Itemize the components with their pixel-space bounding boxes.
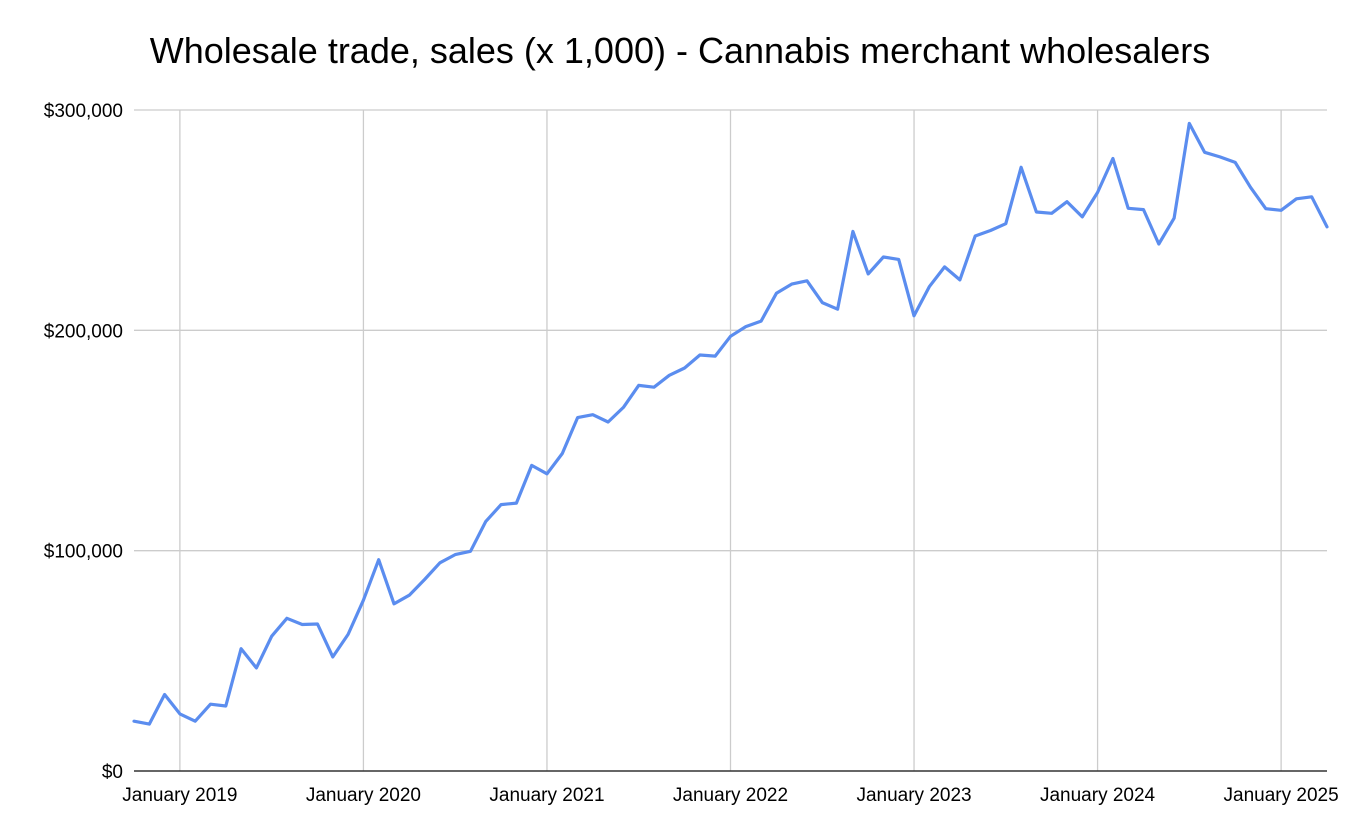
data-point [331, 655, 334, 658]
data-point [316, 622, 319, 625]
data-point [897, 258, 900, 261]
data-point [790, 283, 793, 286]
data-point [1325, 225, 1328, 228]
x-tick-label: January 2023 [856, 785, 971, 806]
x-tick-label: January 2025 [1224, 785, 1339, 806]
data-point [744, 325, 747, 328]
series-layer [132, 121, 1329, 726]
data-point [882, 255, 885, 258]
data-point [943, 265, 946, 268]
data-point [1065, 200, 1068, 203]
data-point [285, 617, 288, 620]
data-point [867, 272, 870, 275]
chart-title: Wholesale trade, sales (x 1,000) - Canna… [150, 30, 1211, 71]
y-tick-label: $200,000 [44, 321, 123, 342]
data-point [347, 633, 350, 636]
series-line [132, 121, 1329, 726]
data-point [515, 502, 518, 505]
x-tick-label: January 2024 [1040, 785, 1156, 806]
data-point [1111, 157, 1114, 160]
data-point [270, 635, 273, 638]
x-tick-label: January 2020 [306, 785, 421, 806]
y-tick-label: $100,000 [44, 542, 123, 563]
data-point [958, 278, 961, 281]
data-point [729, 335, 732, 338]
data-point [530, 464, 533, 467]
data-point [408, 594, 411, 597]
data-point [1203, 151, 1206, 154]
data-point [438, 561, 441, 564]
data-point [989, 229, 992, 232]
data-point [132, 720, 135, 723]
data-point [1035, 210, 1038, 213]
data-point [148, 723, 151, 726]
data-point [1020, 166, 1023, 169]
data-point [1249, 186, 1252, 189]
data-point [1310, 195, 1313, 198]
tick-labels: $0 $100,000 $200,000 $300,000 January 2019 Ja… [44, 101, 1339, 806]
data-point [1096, 191, 1099, 194]
y-tick-label: $300,000 [44, 101, 123, 122]
data-point [698, 353, 701, 356]
data-point [576, 416, 579, 419]
x-tick-label: January 2021 [489, 785, 604, 806]
data-point [224, 704, 227, 707]
data-point [1142, 208, 1145, 211]
data-point [607, 420, 610, 423]
data-point [1127, 207, 1130, 210]
data-point [668, 374, 671, 377]
data-point [1004, 222, 1007, 225]
data-point [652, 386, 655, 389]
data-point [469, 550, 472, 553]
data-point [163, 693, 166, 696]
data-point [362, 599, 365, 602]
x-tick-label: January 2019 [122, 785, 237, 806]
data-point [1050, 212, 1053, 215]
data-point [500, 503, 503, 506]
data-point [805, 279, 808, 282]
data-point [622, 406, 625, 409]
data-point [301, 623, 304, 626]
data-point [851, 230, 854, 233]
data-point [760, 320, 763, 323]
data-point [836, 308, 839, 311]
data-point [821, 301, 824, 304]
data-point [974, 234, 977, 237]
data-point [1234, 161, 1237, 164]
data-point [484, 520, 487, 523]
data-point [392, 602, 395, 605]
data-point [637, 384, 640, 387]
data-point [1218, 155, 1221, 158]
data-point [1264, 207, 1267, 210]
data-point [1280, 209, 1283, 212]
data-point [561, 452, 564, 455]
data-point [255, 666, 258, 669]
data-point [423, 578, 426, 581]
data-point [194, 720, 197, 723]
y-tick-label: $0 [102, 762, 123, 783]
data-point [1295, 197, 1298, 200]
data-point [178, 712, 181, 715]
data-point [377, 558, 380, 561]
x-tick-label: January 2022 [673, 785, 788, 806]
data-point [1157, 242, 1160, 245]
data-point [912, 314, 915, 317]
data-point [591, 413, 594, 416]
data-point [545, 472, 548, 475]
data-point [683, 366, 686, 369]
data-point [209, 703, 212, 706]
data-point [928, 285, 931, 288]
data-point [714, 355, 717, 358]
data-point [775, 292, 778, 295]
data-point [240, 647, 243, 650]
data-point [1188, 122, 1191, 125]
data-point [1081, 215, 1084, 218]
data-point [1173, 217, 1176, 220]
data-point [454, 553, 457, 556]
grid-layer [134, 109, 1327, 771]
